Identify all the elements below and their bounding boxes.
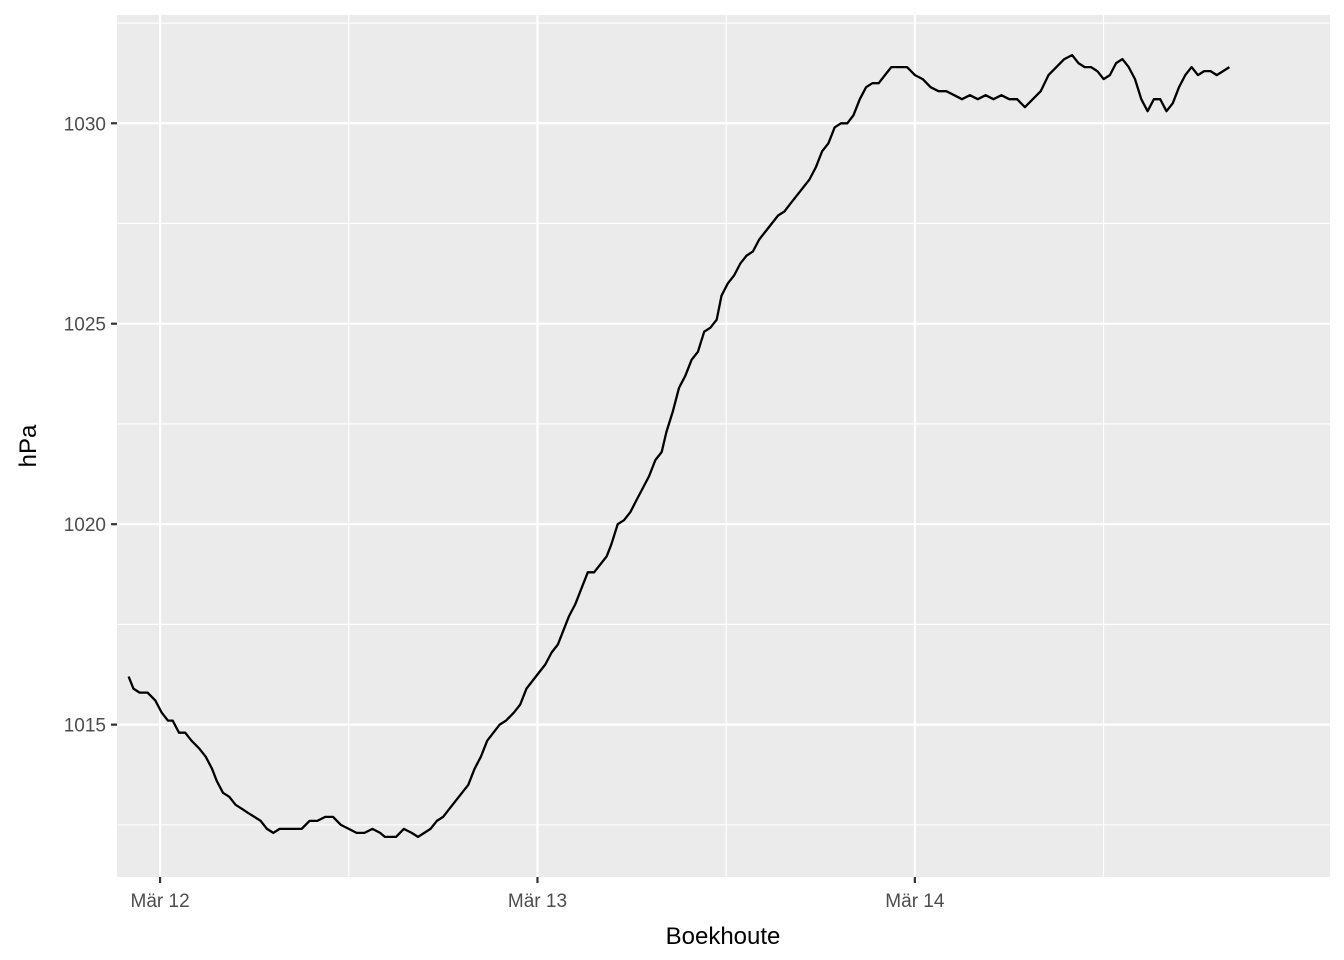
minor-gridlines bbox=[117, 15, 1330, 877]
series-layer bbox=[127, 53, 1231, 839]
y-axis: 1015 1020 1025 1030 bbox=[64, 114, 117, 737]
x-tick-label: Mär 13 bbox=[508, 891, 567, 912]
plot-panel bbox=[117, 15, 1330, 877]
y-tick-label: 1025 bbox=[64, 315, 106, 336]
y-tick-label: 1030 bbox=[64, 114, 106, 135]
y-axis-title: hPa bbox=[15, 424, 42, 467]
x-tick-label: Mär 14 bbox=[885, 891, 945, 912]
x-axis-title: Boekhoute bbox=[666, 923, 781, 950]
y-tick-label: 1020 bbox=[64, 515, 106, 536]
y-tick-label: 1015 bbox=[64, 716, 106, 737]
major-gridlines bbox=[117, 15, 1330, 877]
x-tick-label: Mär 12 bbox=[131, 891, 190, 912]
pressure-series-line bbox=[127, 53, 1231, 839]
x-axis: Mär 12 Mär 13 Mär 14 bbox=[131, 877, 945, 912]
